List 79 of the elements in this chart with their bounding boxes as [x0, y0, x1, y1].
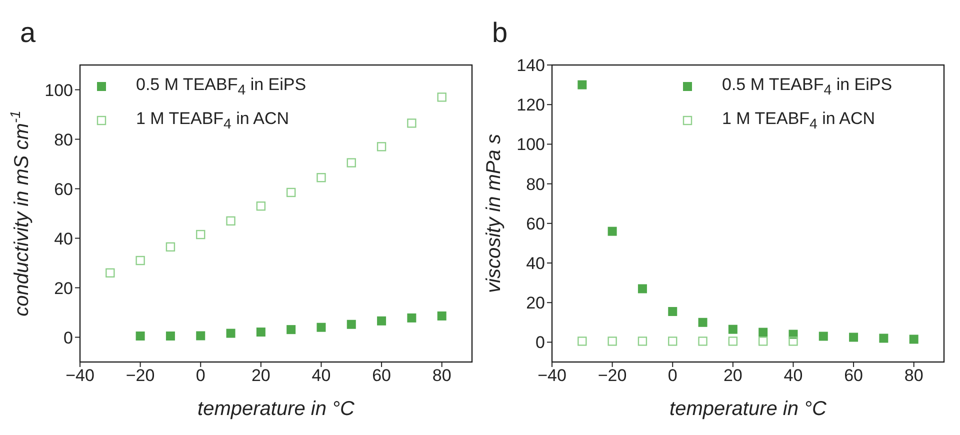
point — [758, 328, 768, 337]
point — [407, 313, 416, 322]
y-tick-label: 80 — [54, 130, 73, 150]
y-tick-label: 60 — [526, 214, 545, 234]
point — [316, 173, 326, 182]
point — [286, 325, 296, 334]
y-tick-label: 80 — [526, 174, 545, 194]
x-tick-label: −40 — [538, 366, 566, 386]
point — [376, 142, 386, 152]
legend-label: 0.5 M TEABF$_{4}$ in EiPS — [136, 75, 306, 99]
point — [638, 336, 648, 346]
point — [346, 158, 356, 168]
point — [166, 242, 176, 252]
point — [106, 268, 115, 278]
point — [638, 284, 647, 294]
x-tick-label: 0 — [668, 366, 678, 386]
x-tick-label: 20 — [251, 366, 270, 386]
point — [849, 332, 858, 342]
y-tick-label: 100 — [44, 80, 73, 100]
y-tick-label: 100 — [516, 135, 545, 154]
point — [196, 230, 206, 240]
chart-title: b — [492, 17, 508, 48]
legend-label: 1 M TEABF$_{4}$ in ACN — [722, 109, 876, 133]
x-axis-title: temperature in °C — [670, 398, 828, 420]
point — [286, 188, 296, 198]
point — [166, 332, 175, 341]
point — [407, 118, 416, 128]
point — [226, 216, 236, 226]
point — [437, 311, 446, 320]
point — [136, 256, 145, 266]
point — [316, 322, 326, 332]
y-tick-label: 140 — [516, 56, 545, 76]
y-tick-label: 40 — [54, 229, 73, 248]
point — [698, 336, 708, 346]
point — [728, 324, 738, 334]
y-tick-label: 120 — [516, 96, 545, 115]
point — [256, 328, 266, 337]
x-tick-label: 40 — [312, 366, 331, 386]
x-tick-label: 80 — [432, 366, 452, 386]
point — [437, 92, 446, 102]
y-tick-label: 60 — [54, 180, 73, 199]
x-tick-label: 60 — [372, 366, 391, 386]
point — [909, 334, 918, 344]
legend-label: 1 M TEABF$_{4}$ in ACN — [136, 109, 290, 133]
point — [226, 328, 236, 338]
point — [758, 336, 768, 346]
point — [668, 307, 678, 316]
x-tick-label: −20 — [598, 366, 627, 386]
chart-title: a — [20, 17, 36, 48]
y-tick-label: 0 — [64, 328, 73, 348]
point — [346, 320, 356, 329]
point — [578, 336, 587, 346]
y-tick-label: 40 — [526, 254, 545, 274]
point — [818, 332, 828, 341]
point — [668, 336, 678, 346]
point — [608, 226, 617, 236]
point — [578, 80, 587, 90]
x-axis-title: temperature in °C — [198, 398, 356, 420]
x-tick-label: −40 — [66, 366, 94, 386]
y-tick-label: 20 — [54, 278, 73, 298]
x-tick-label: 0 — [196, 366, 206, 386]
point — [698, 318, 708, 327]
point — [196, 331, 206, 340]
y-tick-label: 20 — [526, 294, 545, 313]
x-tick-label: 20 — [723, 366, 742, 386]
x-tick-label: 80 — [904, 366, 924, 386]
x-tick-label: −20 — [126, 366, 155, 386]
y-axis-title: viscosity in mPa s — [483, 134, 505, 293]
legend-label: 0.5 M TEABF$_{4}$ in EiPS — [722, 75, 892, 99]
point — [377, 316, 386, 326]
point — [728, 336, 738, 346]
point — [608, 336, 617, 346]
point — [788, 336, 798, 346]
point — [256, 201, 266, 211]
x-tick-label: 60 — [844, 366, 863, 386]
point — [136, 332, 145, 341]
y-tick-label: 0 — [536, 333, 545, 352]
x-tick-label: 40 — [784, 366, 803, 386]
point — [879, 334, 888, 343]
